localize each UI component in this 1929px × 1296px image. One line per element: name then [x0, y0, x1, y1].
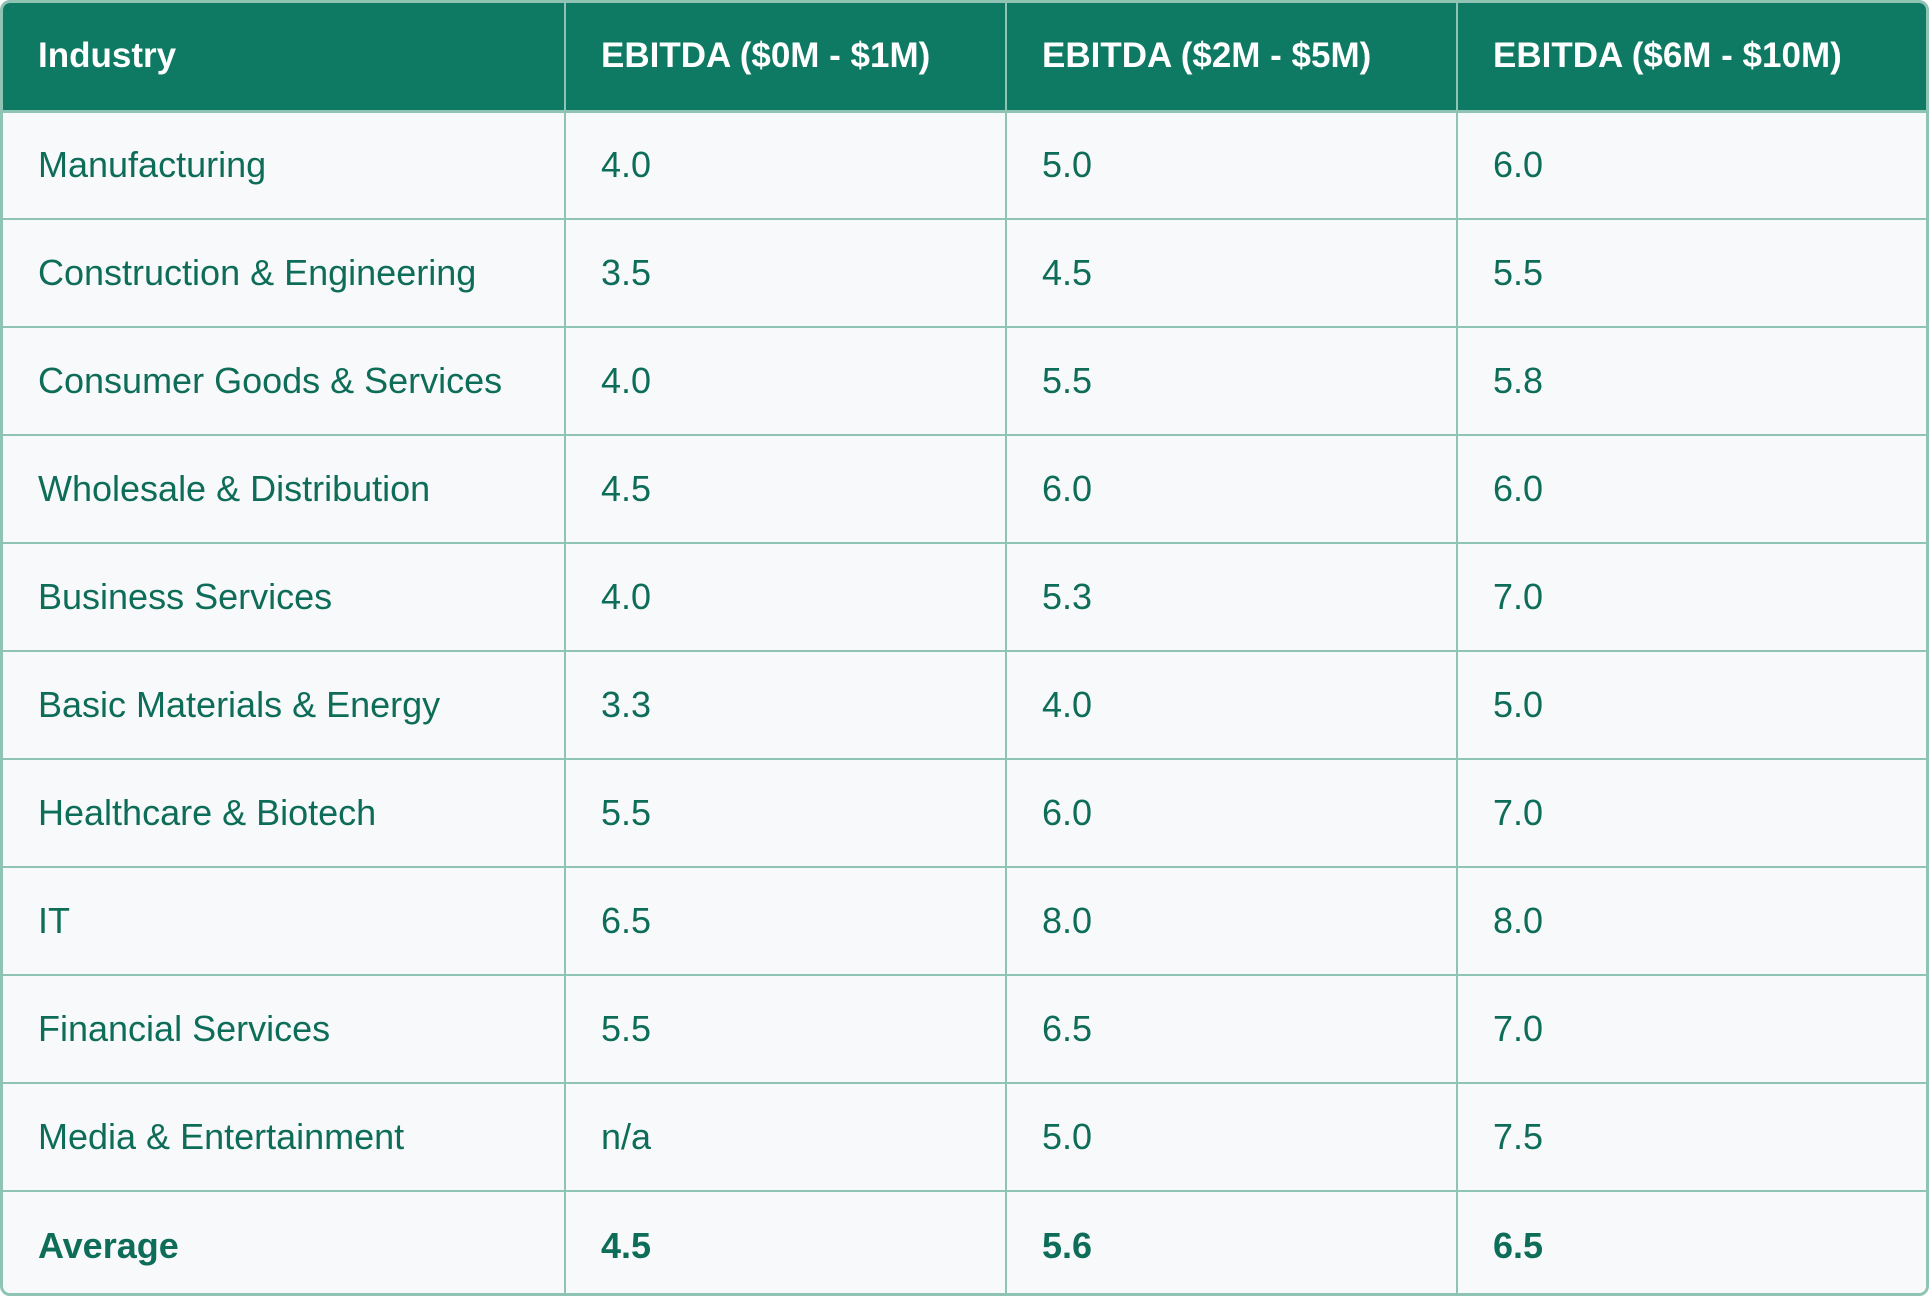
value-cell: 5.3 [1006, 543, 1458, 652]
table-row: Healthcare & Biotech 5.5 6.0 7.0 [3, 759, 1926, 868]
average-row: Average 4.5 5.6 6.5 [3, 1191, 1926, 1293]
average-value-2m-5m: 5.6 [1006, 1191, 1458, 1293]
average-value-6m-10m: 6.5 [1457, 1191, 1926, 1293]
value-cell: 3.5 [565, 219, 1007, 328]
industry-cell: Construction & Engineering [3, 219, 566, 328]
value-cell: 5.8 [1457, 327, 1926, 436]
industry-cell: Business Services [3, 543, 566, 652]
industry-cell: Manufacturing [3, 111, 566, 220]
industry-cell: Consumer Goods & Services [3, 327, 566, 436]
industry-cell: Healthcare & Biotech [3, 759, 566, 868]
header-ebitda-0m-1m: EBITDA ($0M - $1M) [565, 3, 1007, 113]
table-row: Basic Materials & Energy 3.3 4.0 5.0 [3, 651, 1926, 760]
industry-cell: Media & Entertainment [3, 1083, 566, 1192]
table-body: Manufacturing 4.0 5.0 6.0 Construction &… [3, 111, 1926, 1293]
value-cell: 4.0 [565, 111, 1007, 220]
value-cell: 3.3 [565, 651, 1007, 760]
value-cell: 5.0 [1457, 651, 1926, 760]
table-row: Construction & Engineering 3.5 4.5 5.5 [3, 219, 1926, 328]
industry-cell: Basic Materials & Energy [3, 651, 566, 760]
average-label: Average [3, 1191, 566, 1293]
value-cell: 5.0 [1006, 1083, 1458, 1192]
value-cell: 8.0 [1006, 867, 1458, 976]
table-row: Financial Services 5.5 6.5 7.0 [3, 975, 1926, 1084]
value-cell: 7.5 [1457, 1083, 1926, 1192]
value-cell: 6.0 [1457, 111, 1926, 220]
value-cell: 5.5 [1006, 327, 1458, 436]
value-cell: 5.5 [1457, 219, 1926, 328]
header-industry: Industry [3, 3, 566, 113]
value-cell: 6.0 [1457, 435, 1926, 544]
value-cell: 4.5 [1006, 219, 1458, 328]
value-cell: 5.5 [565, 975, 1007, 1084]
average-value-0m-1m: 4.5 [565, 1191, 1007, 1293]
header-ebitda-2m-5m: EBITDA ($2M - $5M) [1006, 3, 1458, 113]
table-row: IT 6.5 8.0 8.0 [3, 867, 1926, 976]
table-row: Consumer Goods & Services 4.0 5.5 5.8 [3, 327, 1926, 436]
value-cell: 8.0 [1457, 867, 1926, 976]
value-cell: 5.5 [565, 759, 1007, 868]
header-row: Industry EBITDA ($0M - $1M) EBITDA ($2M … [3, 3, 1926, 113]
industry-cell: IT [3, 867, 566, 976]
table-row: Business Services 4.0 5.3 7.0 [3, 543, 1926, 652]
industry-cell: Financial Services [3, 975, 566, 1084]
value-cell: 5.0 [1006, 111, 1458, 220]
value-cell: 4.5 [565, 435, 1007, 544]
value-cell: 6.0 [1006, 759, 1458, 868]
value-cell: 7.0 [1457, 543, 1926, 652]
value-cell: 7.0 [1457, 759, 1926, 868]
value-cell: 4.0 [565, 327, 1007, 436]
value-cell: 4.0 [1006, 651, 1458, 760]
header-ebitda-6m-10m: EBITDA ($6M - $10M) [1457, 3, 1926, 113]
value-cell: 6.5 [1006, 975, 1458, 1084]
table-row: Wholesale & Distribution 4.5 6.0 6.0 [3, 435, 1926, 544]
value-cell: 6.0 [1006, 435, 1458, 544]
value-cell: 7.0 [1457, 975, 1926, 1084]
value-cell: 6.5 [565, 867, 1007, 976]
table-row: Media & Entertainment n/a 5.0 7.5 [3, 1083, 1926, 1192]
ebitda-multiples-table: Industry EBITDA ($0M - $1M) EBITDA ($2M … [3, 3, 1926, 1293]
value-cell: 4.0 [565, 543, 1007, 652]
value-cell: n/a [565, 1083, 1007, 1192]
industry-cell: Wholesale & Distribution [3, 435, 566, 544]
table-row: Manufacturing 4.0 5.0 6.0 [3, 111, 1926, 220]
